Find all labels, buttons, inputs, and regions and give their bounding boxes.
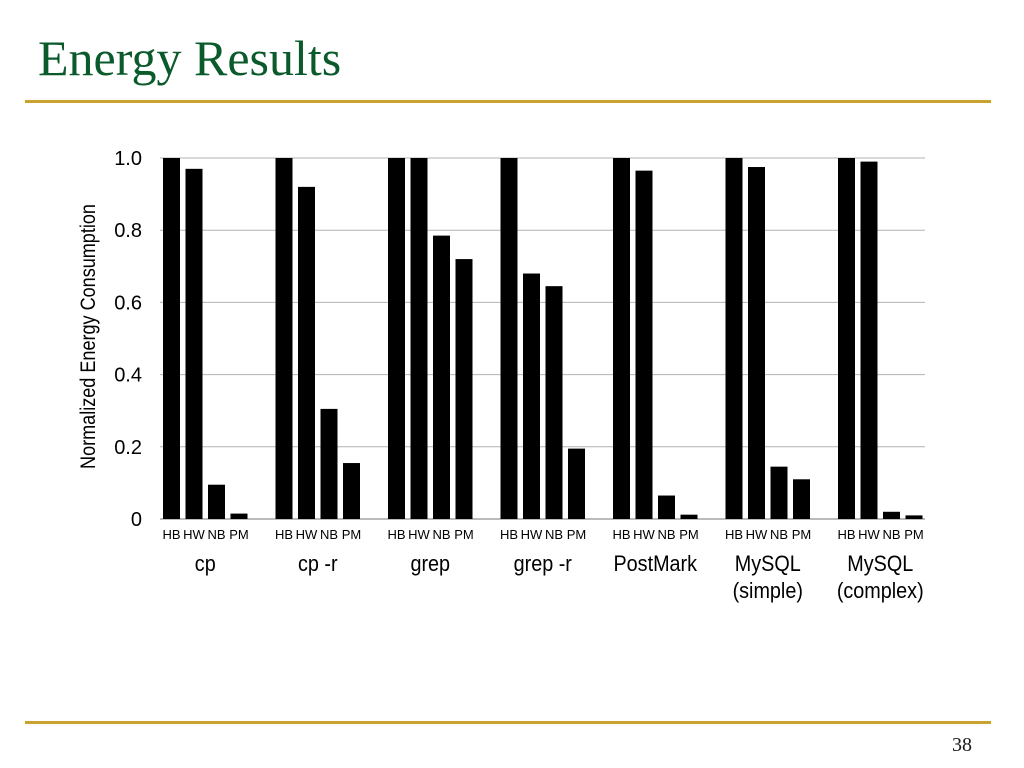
category-label: PostMark <box>613 552 697 576</box>
bar-hb <box>388 158 405 519</box>
bar-pm <box>680 514 698 519</box>
bar-hb <box>613 158 630 519</box>
series-tick-label: HB <box>275 527 293 542</box>
category-label: cp <box>195 552 216 576</box>
bar-nb <box>433 235 450 520</box>
category-label: MySQL <box>735 552 801 576</box>
bar-pm <box>905 515 923 519</box>
series-tick-label: PM <box>454 527 474 542</box>
bar-pm <box>343 463 360 519</box>
y-tick-label: 0.6 <box>114 292 142 314</box>
bar-hw <box>860 161 878 520</box>
series-tick-label: NB <box>320 527 338 542</box>
page-number: 38 <box>952 734 972 756</box>
series-tick-label: HB <box>500 527 518 542</box>
series-tick-label: HW <box>183 527 205 542</box>
series-tick-label: HB <box>162 527 180 542</box>
bar-hw <box>185 168 203 519</box>
bar-hb <box>838 158 855 519</box>
category-label: grep -r <box>514 552 572 576</box>
bar-nb <box>545 286 563 519</box>
y-axis-title: Normalized Energy Consumption <box>77 204 101 469</box>
y-tick-label: 0.2 <box>114 437 142 459</box>
y-tick-label: 0 <box>131 509 142 531</box>
series-tick-label: NB <box>770 527 788 542</box>
energy-bar-chart: 0 0.2 0.4 0.6 0.8 1.0 Normalized Energy Consum… <box>77 148 925 603</box>
series-tick-label: NB <box>882 527 900 542</box>
bar-pm <box>568 448 585 519</box>
series-tick-label: HB <box>387 527 405 542</box>
bar-pm <box>793 479 810 519</box>
category-label: grep <box>410 552 450 576</box>
bar-hb <box>275 158 293 519</box>
series-tick-label: HW <box>746 527 768 542</box>
bar-hw <box>635 170 653 519</box>
series-tick-label: HW <box>633 527 655 542</box>
series-tick-label: PM <box>792 527 812 542</box>
series-tick-label: HW <box>408 527 430 542</box>
series-tick-label: PM <box>904 527 924 542</box>
series-tick-label: NB <box>432 527 450 542</box>
y-tick-label: 1.0 <box>114 148 142 170</box>
series-tick-label: HW <box>296 527 318 542</box>
footer-divider <box>25 721 991 724</box>
series-tick-label: PM <box>679 527 699 542</box>
bar-hb <box>725 158 743 519</box>
category-label: MySQL <box>847 552 913 576</box>
y-tick-label: 0.8 <box>114 220 142 242</box>
bar-nb <box>320 408 338 519</box>
series-tick-label: PM <box>342 527 362 542</box>
series-tick-label: HB <box>725 527 743 542</box>
bar-nb <box>770 466 788 519</box>
bar-nb <box>883 511 900 519</box>
category-label: cp -r <box>298 552 338 576</box>
bar-nb <box>658 495 675 519</box>
bar-pm <box>230 513 248 519</box>
series-tick-label: PM <box>229 527 249 542</box>
series-tick-label: NB <box>657 527 675 542</box>
bar-hw <box>410 158 428 519</box>
bar-hw <box>298 186 315 519</box>
series-tick-label: NB <box>545 527 563 542</box>
slide-title: Energy Results <box>38 30 342 86</box>
title-divider <box>25 100 991 103</box>
series-tick-label: HW <box>858 527 880 542</box>
bar-hw <box>523 273 540 519</box>
series-tick-label: NB <box>207 527 225 542</box>
bar-pm <box>455 259 473 519</box>
category-label: (simple) <box>733 579 803 603</box>
bar-nb <box>208 484 225 519</box>
bar-hw <box>748 167 765 519</box>
series-tick-label: PM <box>567 527 587 542</box>
category-label: (complex) <box>837 579 924 603</box>
y-tick-label: 0.4 <box>114 365 142 387</box>
series-tick-label: HB <box>837 527 855 542</box>
bar-hb <box>500 158 518 519</box>
bar-hb <box>163 158 180 519</box>
series-tick-label: HW <box>521 527 543 542</box>
series-tick-label: HB <box>612 527 630 542</box>
